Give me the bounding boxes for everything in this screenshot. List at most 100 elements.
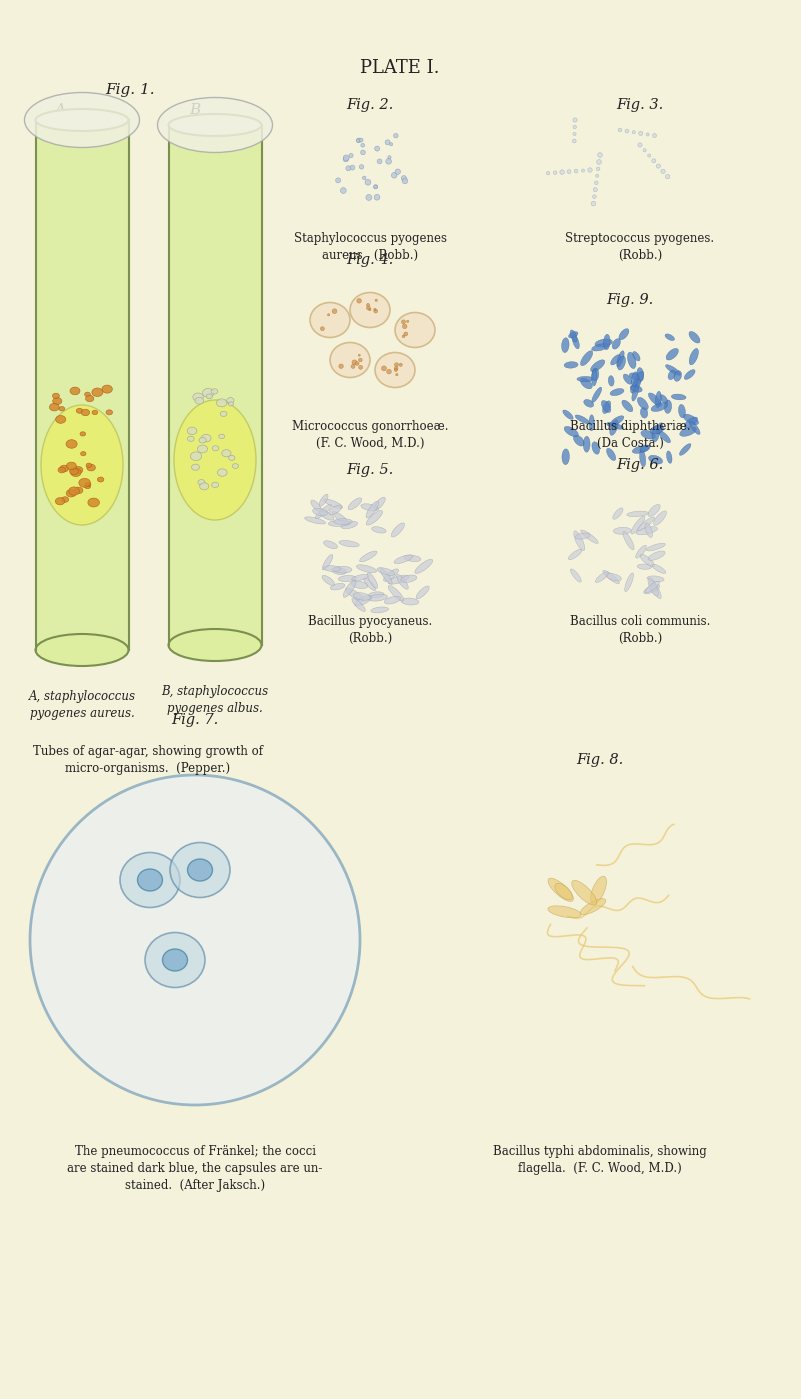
Circle shape bbox=[30, 775, 360, 1105]
Text: PLATE I.: PLATE I. bbox=[360, 59, 440, 77]
Ellipse shape bbox=[311, 499, 321, 512]
Ellipse shape bbox=[401, 320, 405, 325]
Ellipse shape bbox=[381, 367, 386, 371]
Text: Bacillus typhi abdominalis, showing
flagella.  (F. C. Wood, M.D.): Bacillus typhi abdominalis, showing flag… bbox=[493, 1144, 706, 1175]
Ellipse shape bbox=[360, 143, 364, 147]
Ellipse shape bbox=[329, 505, 342, 515]
Ellipse shape bbox=[592, 344, 609, 351]
Text: Streptococcus pyogenes.
(Robb.): Streptococcus pyogenes. (Robb.) bbox=[566, 232, 714, 262]
Text: Fig. 3.: Fig. 3. bbox=[617, 98, 663, 112]
Ellipse shape bbox=[573, 139, 576, 143]
Ellipse shape bbox=[573, 133, 576, 136]
Ellipse shape bbox=[358, 354, 360, 357]
Ellipse shape bbox=[359, 365, 363, 369]
Ellipse shape bbox=[374, 308, 376, 311]
Ellipse shape bbox=[618, 355, 626, 369]
Ellipse shape bbox=[219, 434, 224, 439]
Ellipse shape bbox=[385, 140, 390, 145]
Ellipse shape bbox=[120, 852, 180, 908]
Ellipse shape bbox=[374, 185, 377, 189]
Ellipse shape bbox=[594, 187, 598, 192]
Ellipse shape bbox=[632, 130, 635, 134]
Ellipse shape bbox=[564, 427, 578, 436]
Ellipse shape bbox=[199, 438, 206, 443]
Ellipse shape bbox=[352, 360, 356, 365]
Ellipse shape bbox=[366, 511, 383, 525]
Ellipse shape bbox=[401, 597, 419, 604]
Ellipse shape bbox=[360, 551, 377, 562]
Ellipse shape bbox=[648, 154, 650, 157]
Ellipse shape bbox=[319, 494, 328, 506]
Ellipse shape bbox=[211, 389, 218, 395]
Ellipse shape bbox=[207, 395, 212, 399]
Ellipse shape bbox=[394, 368, 397, 372]
Text: Fig. 9.: Fig. 9. bbox=[606, 292, 654, 306]
Ellipse shape bbox=[375, 299, 377, 301]
Ellipse shape bbox=[602, 400, 611, 413]
Ellipse shape bbox=[199, 483, 209, 490]
Ellipse shape bbox=[638, 132, 643, 136]
Ellipse shape bbox=[310, 302, 350, 337]
Ellipse shape bbox=[322, 575, 335, 585]
Ellipse shape bbox=[606, 422, 623, 429]
Ellipse shape bbox=[356, 298, 361, 304]
Ellipse shape bbox=[634, 372, 643, 388]
Ellipse shape bbox=[394, 362, 399, 367]
Ellipse shape bbox=[655, 392, 662, 409]
Text: Fig. 2.: Fig. 2. bbox=[346, 98, 393, 112]
Ellipse shape bbox=[346, 166, 351, 171]
Ellipse shape bbox=[78, 478, 91, 487]
Ellipse shape bbox=[212, 446, 219, 450]
Ellipse shape bbox=[25, 92, 139, 147]
Ellipse shape bbox=[346, 588, 364, 602]
Ellipse shape bbox=[359, 358, 362, 362]
Ellipse shape bbox=[368, 595, 388, 602]
Ellipse shape bbox=[330, 583, 345, 590]
Ellipse shape bbox=[666, 348, 678, 360]
Text: Fig. 4.: Fig. 4. bbox=[346, 253, 393, 267]
Ellipse shape bbox=[336, 178, 340, 183]
Ellipse shape bbox=[187, 427, 197, 435]
Ellipse shape bbox=[396, 374, 398, 376]
Ellipse shape bbox=[227, 397, 234, 403]
Ellipse shape bbox=[389, 143, 392, 145]
Ellipse shape bbox=[360, 165, 364, 169]
Ellipse shape bbox=[356, 565, 376, 572]
Ellipse shape bbox=[395, 312, 435, 347]
Ellipse shape bbox=[187, 436, 194, 441]
Ellipse shape bbox=[407, 320, 409, 323]
Text: Fig. 7.: Fig. 7. bbox=[171, 713, 219, 727]
Ellipse shape bbox=[85, 392, 91, 396]
Ellipse shape bbox=[339, 540, 359, 547]
Ellipse shape bbox=[584, 400, 594, 407]
Ellipse shape bbox=[632, 386, 638, 402]
Ellipse shape bbox=[618, 129, 622, 132]
Ellipse shape bbox=[384, 569, 398, 582]
Ellipse shape bbox=[364, 578, 376, 590]
Ellipse shape bbox=[619, 329, 629, 340]
Ellipse shape bbox=[339, 364, 344, 368]
Ellipse shape bbox=[344, 155, 349, 161]
Ellipse shape bbox=[637, 368, 644, 381]
Ellipse shape bbox=[575, 533, 590, 539]
Ellipse shape bbox=[402, 325, 407, 329]
Ellipse shape bbox=[590, 876, 606, 904]
Ellipse shape bbox=[356, 362, 359, 365]
Ellipse shape bbox=[87, 464, 95, 471]
Ellipse shape bbox=[643, 148, 646, 152]
Ellipse shape bbox=[637, 564, 651, 569]
Ellipse shape bbox=[380, 568, 392, 585]
Ellipse shape bbox=[320, 511, 334, 520]
Ellipse shape bbox=[567, 169, 571, 173]
Ellipse shape bbox=[683, 414, 698, 425]
Ellipse shape bbox=[648, 504, 660, 516]
Ellipse shape bbox=[388, 575, 409, 585]
Ellipse shape bbox=[610, 389, 624, 396]
Ellipse shape bbox=[560, 169, 565, 175]
Ellipse shape bbox=[654, 511, 666, 526]
Ellipse shape bbox=[580, 898, 606, 915]
Ellipse shape bbox=[400, 575, 417, 582]
Ellipse shape bbox=[612, 339, 621, 350]
Ellipse shape bbox=[640, 445, 650, 452]
Ellipse shape bbox=[394, 555, 413, 564]
